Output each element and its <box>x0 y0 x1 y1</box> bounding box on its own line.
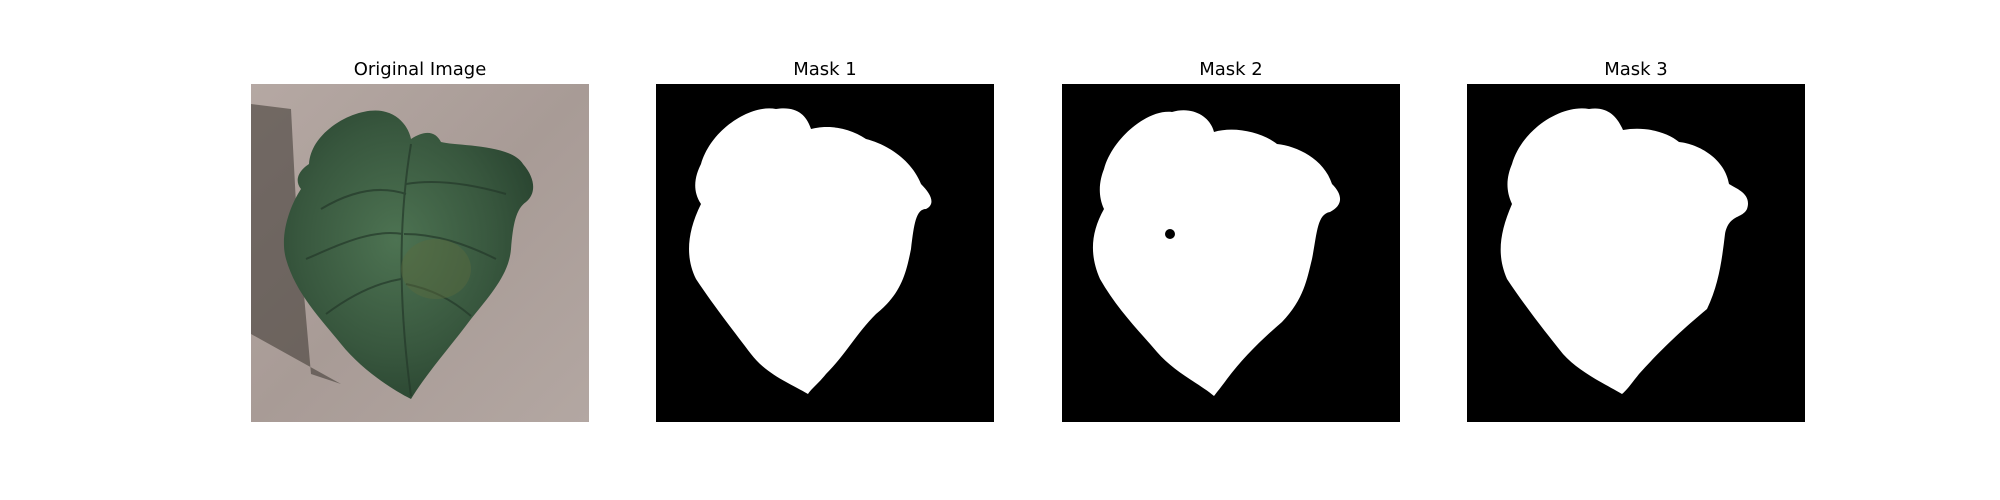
mask-3-image <box>1467 84 1805 422</box>
mask-2-hole <box>1165 229 1175 239</box>
mask-3-panel <box>1467 84 1805 422</box>
mask-2-panel <box>1062 84 1400 422</box>
mask-3-title: Mask 3 <box>1604 59 1668 80</box>
mask-3-shape <box>1500 108 1748 394</box>
leaf-photo <box>251 84 589 422</box>
leaf-lesion <box>401 239 471 299</box>
mask-1-shape <box>689 108 932 394</box>
mask-2-title: Mask 2 <box>1199 59 1263 80</box>
mask-2-shape <box>1092 110 1341 397</box>
leaf-veins <box>305 143 507 397</box>
original-image-title: Original Image <box>353 59 487 80</box>
original-image-panel <box>251 84 589 422</box>
mask-2-image <box>1062 84 1400 422</box>
leaf <box>283 110 534 400</box>
mask-1-image <box>656 84 994 422</box>
mask-1-title: Mask 1 <box>793 59 857 80</box>
mask-1-panel <box>656 84 994 422</box>
